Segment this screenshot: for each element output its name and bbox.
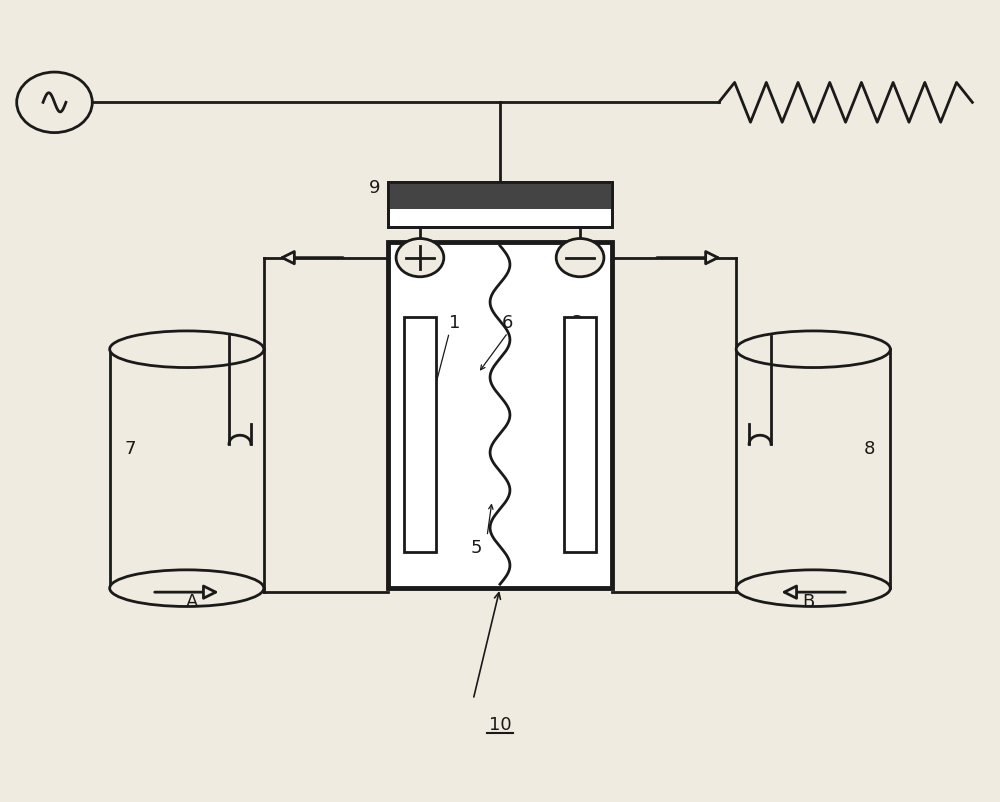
- Circle shape: [396, 238, 444, 277]
- Ellipse shape: [110, 570, 264, 606]
- Text: 6: 6: [501, 314, 513, 332]
- Bar: [564, 318, 596, 553]
- Text: 4: 4: [572, 536, 583, 553]
- Text: 9: 9: [369, 179, 380, 196]
- Text: 3: 3: [572, 314, 583, 332]
- Circle shape: [17, 72, 92, 132]
- Text: 1: 1: [449, 314, 460, 332]
- Bar: [404, 318, 436, 553]
- Text: 2: 2: [427, 536, 438, 553]
- Text: A: A: [186, 593, 198, 610]
- Bar: [388, 182, 612, 209]
- Ellipse shape: [736, 331, 890, 367]
- Text: B: B: [802, 593, 814, 610]
- Text: 8: 8: [864, 439, 876, 458]
- Ellipse shape: [736, 570, 890, 606]
- Bar: [388, 182, 612, 228]
- Text: 7: 7: [124, 439, 136, 458]
- Bar: [110, 349, 264, 588]
- Circle shape: [556, 238, 604, 277]
- Bar: [736, 349, 890, 588]
- Bar: [388, 241, 612, 588]
- Text: 5: 5: [470, 539, 482, 557]
- Text: 10: 10: [489, 716, 511, 734]
- Bar: [388, 182, 612, 228]
- Ellipse shape: [110, 331, 264, 367]
